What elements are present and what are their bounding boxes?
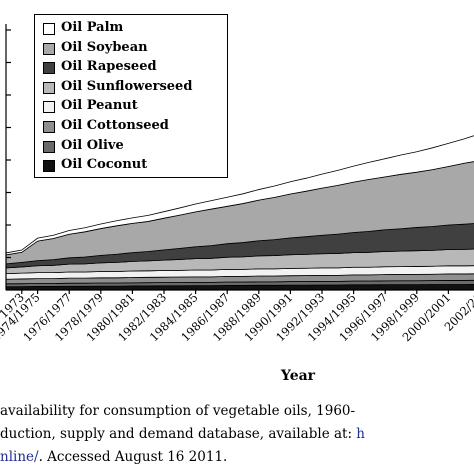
legend-label: Oil Rapeseed: [61, 59, 157, 75]
legend-label: Oil Cottonseed: [61, 118, 169, 133]
x-axis-label: Year: [280, 368, 316, 384]
legend-swatch: [43, 101, 55, 114]
legend-swatch: [43, 42, 55, 55]
caption-line-2: duction, supply and demand database, ava…: [0, 423, 474, 445]
caption-line-1: availability for consumption of vegetabl…: [0, 400, 474, 422]
chart-axes: [5, 24, 474, 291]
legend-label: Oil Peanut: [61, 98, 138, 114]
legend-label: Oil Sunflowerseed: [61, 78, 193, 94]
x-axis-ticks: 19731974/19751976/19771978/19791980/1981…: [0, 290, 474, 344]
legend-label: Oil Palm: [61, 20, 124, 35]
legend-label: Oil Soybean: [61, 39, 148, 55]
caption-link-start[interactable]: h: [356, 426, 365, 442]
y-axis-ticks: [6, 29, 11, 259]
caption-text-1: availability for consumption of vegetabl…: [0, 403, 356, 419]
legend-swatch: [43, 23, 55, 35]
caption-text-2: duction, supply and demand database, ava…: [0, 426, 357, 442]
legend-swatch: [43, 121, 55, 133]
legend-swatch: [43, 160, 55, 173]
legend-label: Oil Coconut: [61, 157, 148, 173]
legend-swatch: [43, 81, 55, 94]
legend: Oil Palm Oil Soybean Oil Rapeseed Oil Sunfl…: [34, 14, 228, 178]
area-layers: [5, 135, 474, 291]
legend-swatch: [43, 140, 55, 153]
area-oil-palm: [5, 135, 474, 256]
legend-label: Oil Olive: [61, 137, 124, 153]
legend-swatch: [43, 62, 55, 75]
caption-link-end[interactable]: nline/: [0, 449, 39, 465]
caption-line-3: nline/. Accessed August 16 2011.: [0, 446, 474, 468]
caption-text-3: . Accessed August 16 2011.: [38, 449, 228, 465]
